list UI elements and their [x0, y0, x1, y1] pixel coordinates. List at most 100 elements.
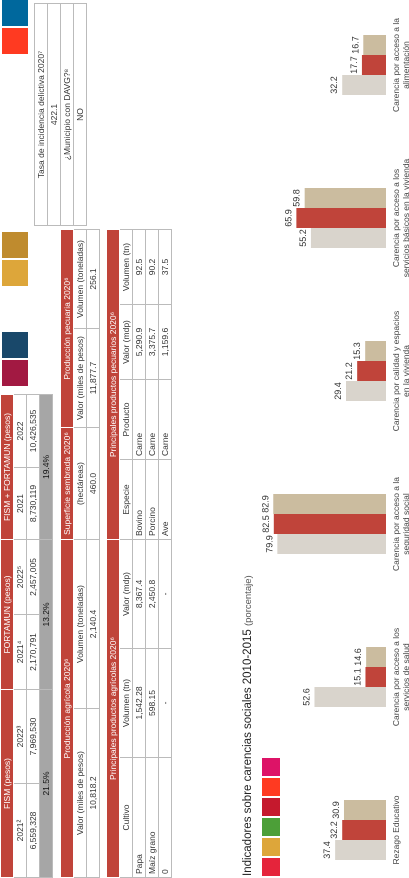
table-cell: 5,290.9	[132, 304, 146, 380]
data-label: 82.5	[261, 515, 271, 533]
table-row: ¿Municipio con DAVG?⁸	[60, 3, 74, 226]
data-label: 15.3	[352, 342, 362, 360]
table-cell: Producción pecuaria 2020⁶	[60, 229, 74, 428]
table-cell: -	[158, 539, 172, 649]
bar	[304, 188, 386, 208]
table-cell: Volumen (toneladas)	[73, 229, 87, 329]
table-cell: Producto	[119, 379, 133, 460]
table-cell: NO	[73, 3, 87, 226]
table-cell: 19.4%	[39, 394, 53, 540]
bar	[365, 341, 386, 361]
data-label: 17.7	[349, 56, 359, 74]
data-label: 16.7	[350, 36, 360, 54]
table-cell: Maíz grano	[145, 757, 159, 878]
data-label: 32.2	[329, 821, 339, 839]
table-row: 0--	[158, 539, 172, 878]
category-label: Carencia por acceso a los servicios de s…	[391, 627, 409, 727]
table-row: Bovino Carne 5,290.9 92.5	[132, 229, 146, 540]
data-label: 65.9	[283, 209, 293, 227]
table-cell: 2,450.8	[145, 539, 159, 649]
sdg-icon	[262, 798, 280, 816]
table-cell: 8,367.4	[132, 539, 146, 649]
table-cell: 2,170,791	[26, 614, 40, 690]
table-cell: Principales productos pecuarios 2020⁶	[106, 229, 120, 540]
bar	[342, 75, 387, 95]
table-cell: 0	[158, 757, 172, 878]
table-cell: 3,375.7	[145, 304, 159, 380]
table-row: Principales productos pecuarios 2020⁶	[106, 229, 120, 540]
table-cell: 13.2%	[39, 539, 53, 690]
data-label: 32.2	[329, 76, 339, 94]
category-label: Carencia por calidad y espacios en la vi…	[391, 310, 409, 432]
bar	[342, 820, 387, 840]
table-cell: Papa	[132, 757, 146, 878]
sdg-icon	[262, 778, 280, 796]
table-cell: 2022³	[13, 689, 27, 784]
table-cell: Valor (miles de pesos)	[73, 328, 87, 428]
table-row: (hectáreas)	[73, 427, 87, 540]
table-row: Maíz grano 598.15 2,450.8	[145, 539, 159, 878]
table-cell: Bovino	[132, 459, 146, 540]
table-row: 2021² 2022³ 2021⁴ 2022⁵ 2021 2022	[13, 394, 27, 878]
bar	[310, 228, 387, 248]
table-cell: Volumen (toneladas)	[73, 539, 87, 709]
table-cell: Valor (miles de pesos)	[73, 708, 87, 878]
sdg-icon	[262, 818, 280, 836]
table-cell: 90.2	[145, 229, 159, 305]
table-cell: 10,818.2	[86, 708, 100, 878]
table-cell: 2021⁴	[13, 614, 27, 690]
table-row: Cultivo Volumen (tn) Valor (mdp)	[119, 539, 133, 878]
table-cell: Producción agrícola 2020⁶	[60, 539, 74, 878]
table-cell: ¿Municipio con DAVG?⁸	[60, 3, 74, 226]
table-row: 422.1	[47, 3, 61, 226]
table-cell: Carne	[158, 379, 172, 460]
table-cell: Volumen (tn)	[119, 229, 133, 305]
data-table: Producción pecuaria 2020⁶ Valor (miles de…	[60, 229, 100, 428]
data-table: Principales productos pecuarios 2020⁶ Esp…	[106, 229, 172, 540]
table-cell: FISM (pesos)	[0, 689, 14, 878]
table-cell: Valor (mdp)	[119, 304, 133, 380]
category-label: Carencia por acceso a los servicios bási…	[391, 158, 409, 278]
data-label: 14.6	[353, 648, 363, 666]
sdg-icon	[2, 260, 28, 286]
table-cell: 256.1	[86, 229, 100, 329]
table-row: Valor (miles de pesos) Volumen (toneladas…	[73, 229, 87, 428]
bar	[343, 800, 387, 820]
bar	[314, 687, 386, 707]
table-cell: 7,969,530	[26, 689, 40, 784]
bar	[335, 840, 386, 860]
data-label: 15.1	[352, 668, 362, 686]
table-row: Superficie sembrada 2020⁶	[60, 427, 74, 540]
data-label: 82.9	[260, 495, 270, 513]
table-cell: 11,877.7	[86, 328, 100, 428]
table-cell: 2021²	[13, 783, 27, 878]
table-cell: 598.15	[145, 648, 159, 758]
sdg-icon	[2, 332, 28, 358]
table-row: 21.5% 13.2% 19.4%	[39, 394, 53, 878]
table-cell: 6,559,328	[26, 783, 40, 878]
sdg-icon	[262, 838, 280, 856]
bar	[363, 35, 386, 55]
table-cell: FORTAMUN (pesos)	[0, 539, 14, 690]
table-row: Porcino Carne 3,375.7 90.2	[145, 229, 159, 540]
table-cell: 2022	[13, 394, 27, 468]
table-row: Producción pecuaria 2020⁶	[60, 229, 74, 428]
chart-title: Indicadores sobre carencias sociales 201…	[242, 629, 254, 876]
bar	[361, 55, 387, 75]
table-cell: Valor (mdp)	[119, 539, 133, 649]
table-cell: (hectáreas)	[73, 427, 87, 540]
data-table: Principales productos agrícolas 2020⁶ Cul…	[106, 539, 172, 878]
table-cell: 92.5	[132, 229, 146, 305]
table-cell: -	[158, 648, 172, 758]
data-label: 79.9	[264, 535, 274, 553]
table-cell: FISM + FORTAMUN (pesos)	[0, 394, 14, 540]
table-cell: Volumen (tn)	[119, 648, 133, 758]
table-cell: Tasa de incidencia delictiva 2020⁷	[34, 3, 48, 226]
bar	[296, 208, 387, 228]
data-label: 52.6	[301, 688, 311, 706]
table-row: Especie Producto Valor (mdp) Volumen (tn)	[119, 229, 133, 540]
table-cell: 2021	[13, 467, 27, 540]
data-table: FISM (pesos) FORTAMUN (pesos) FISM + FORTA…	[0, 394, 53, 878]
